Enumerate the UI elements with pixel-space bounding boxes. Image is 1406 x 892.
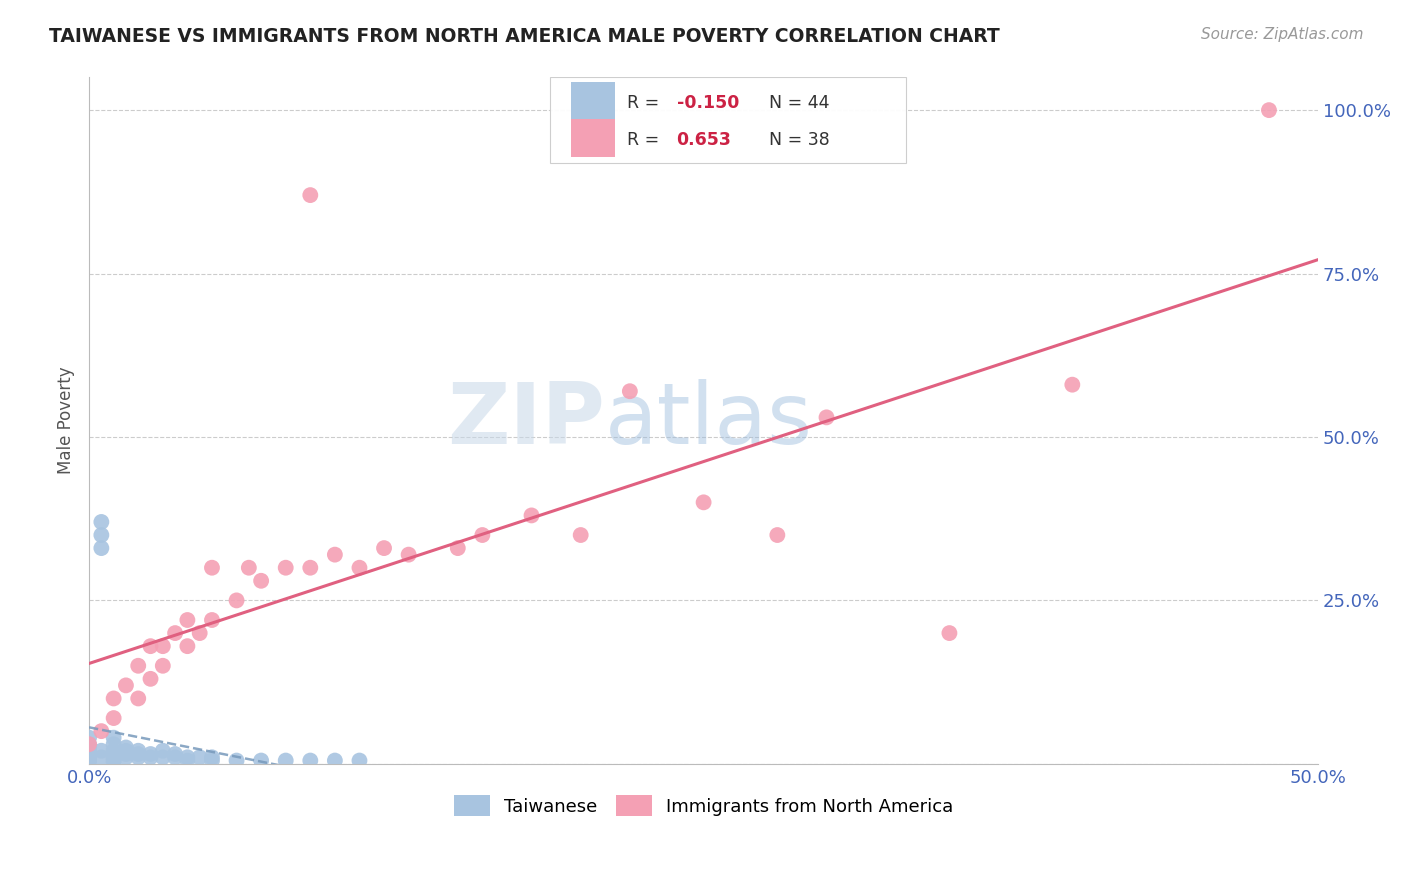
Point (152, 750, 174, 764)
Y-axis label: Male Poverty: Male Poverty (58, 367, 75, 475)
Point (165, 626, 187, 640)
Point (103, 750, 125, 764)
Point (90, 528, 112, 542)
Point (139, 672, 162, 686)
Point (349, 560, 371, 574)
Point (103, 737, 125, 751)
Point (77, 737, 100, 751)
Legend: Taiwanese, Immigrants from North America: Taiwanese, Immigrants from North America (447, 789, 960, 823)
Point (274, 560, 297, 574)
Point (299, 188, 322, 202)
Text: atlas: atlas (605, 379, 813, 462)
Point (323, 754, 346, 768)
Point (90, 744, 112, 758)
Point (176, 750, 198, 764)
Point (152, 639, 174, 653)
Point (115, 747, 138, 761)
Point (569, 528, 592, 542)
Point (127, 747, 149, 761)
Point (77, 754, 100, 768)
Point (201, 754, 224, 768)
Point (115, 750, 138, 764)
Point (77, 740, 100, 755)
Point (127, 744, 149, 758)
Point (619, 384, 641, 399)
Point (1062, 377, 1084, 392)
Point (323, 548, 346, 562)
Point (520, 508, 543, 523)
Text: R =: R = (627, 131, 665, 149)
Point (152, 744, 174, 758)
Point (176, 754, 198, 768)
Point (103, 711, 125, 725)
Point (225, 754, 247, 768)
Point (103, 691, 125, 706)
Point (103, 731, 125, 745)
Point (373, 541, 395, 555)
Point (139, 639, 162, 653)
Point (77, 750, 100, 764)
Point (165, 750, 187, 764)
Text: -0.150: -0.150 (676, 94, 740, 112)
Point (176, 613, 198, 627)
Point (201, 750, 224, 764)
Point (766, 528, 789, 542)
Point (176, 639, 198, 653)
Point (90, 541, 112, 555)
Text: 0.653: 0.653 (676, 131, 731, 149)
Point (115, 740, 138, 755)
Point (471, 528, 494, 542)
Point (238, 560, 260, 574)
Text: Source: ZipAtlas.com: Source: ZipAtlas.com (1201, 27, 1364, 42)
Point (165, 747, 187, 761)
Text: N = 44: N = 44 (769, 94, 830, 112)
Text: TAIWANESE VS IMMIGRANTS FROM NORTH AMERICA MALE POVERTY CORRELATION CHART: TAIWANESE VS IMMIGRANTS FROM NORTH AMERI… (49, 27, 1000, 45)
Point (103, 747, 125, 761)
Point (250, 754, 273, 768)
Point (188, 626, 211, 640)
Point (201, 613, 224, 627)
FancyBboxPatch shape (571, 120, 614, 157)
FancyBboxPatch shape (571, 82, 614, 120)
Point (77, 747, 100, 761)
Point (447, 541, 470, 555)
Point (139, 750, 162, 764)
FancyBboxPatch shape (550, 78, 907, 163)
Point (77, 756, 100, 771)
Point (188, 750, 211, 764)
Point (127, 750, 149, 764)
Text: N = 38: N = 38 (769, 131, 830, 149)
Point (115, 678, 138, 692)
Point (103, 744, 125, 758)
Text: R =: R = (627, 94, 665, 112)
Point (692, 495, 714, 509)
Point (127, 658, 149, 673)
Point (77, 731, 100, 745)
Point (127, 691, 149, 706)
Text: ZIP: ZIP (447, 379, 605, 462)
Point (225, 593, 247, 607)
Point (103, 756, 125, 771)
Point (349, 754, 371, 768)
Point (398, 548, 420, 562)
Point (250, 574, 273, 588)
Point (938, 626, 960, 640)
Point (90, 515, 112, 529)
Point (274, 754, 297, 768)
Point (299, 560, 322, 574)
Point (77, 744, 100, 758)
Point (815, 410, 838, 425)
Point (1258, 103, 1281, 117)
Point (90, 724, 112, 739)
Point (103, 754, 125, 768)
Point (139, 747, 162, 761)
Point (299, 754, 322, 768)
Point (152, 658, 174, 673)
Point (115, 744, 138, 758)
Point (90, 750, 112, 764)
Point (201, 560, 224, 574)
Point (77, 737, 100, 751)
